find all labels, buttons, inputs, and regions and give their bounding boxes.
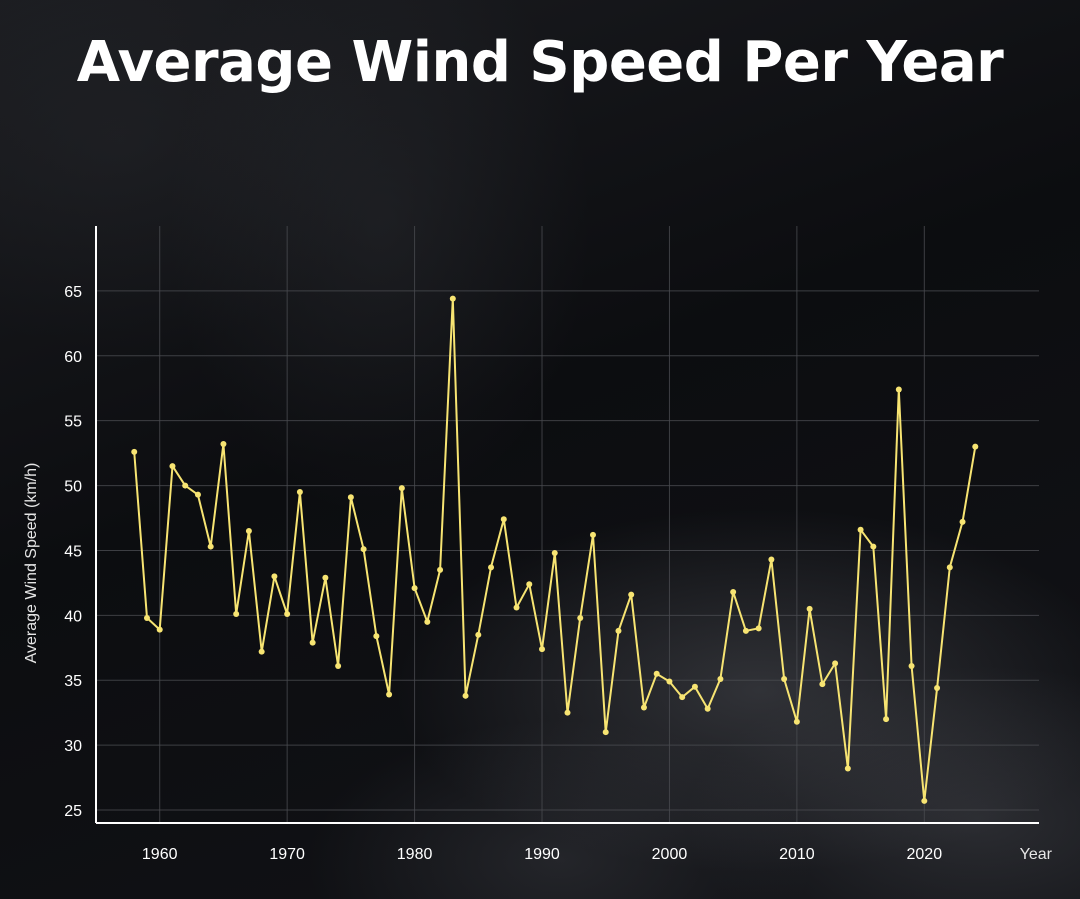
x-tick-label: 2020 [907,846,943,863]
data-point [679,694,686,701]
data-point [309,639,316,646]
data-point [742,627,749,634]
y-tick-label: 55 [64,414,82,431]
data-point [284,611,291,618]
y-tick-label: 45 [64,543,82,560]
data-point [258,648,265,655]
data-point [156,626,163,633]
data-point [832,660,839,667]
data-point [449,295,456,302]
data-point [551,550,558,557]
data-point [182,482,189,489]
data-point [398,485,405,492]
y-tick-label: 50 [64,479,82,496]
y-tick-labels: 25 30 35 40 45 50 55 60 65 [64,284,82,820]
data-point [360,546,367,553]
y-tick-label: 35 [64,673,82,690]
data-point [245,527,252,534]
y-tick-label: 60 [64,349,82,366]
y-axis-label: Average Wind Speed (km/h) [23,463,40,664]
data-point [921,797,928,804]
data-point [959,518,966,525]
data-point [411,585,418,592]
data-point [347,494,354,501]
data-point [653,670,660,677]
data-point [233,611,240,618]
data-point [424,618,431,625]
data-point [386,691,393,698]
data-point [322,574,329,581]
y-tick-label: 65 [64,284,82,301]
data-point [781,675,788,682]
data-point [143,614,150,621]
data-point [475,631,482,638]
data-point [296,489,303,496]
data-point [717,675,724,682]
data-point [602,729,609,736]
data-point [946,564,953,571]
data-point [513,604,520,611]
y-tick-label: 25 [64,803,82,820]
data-point [220,441,227,448]
series-line [133,297,977,802]
x-tick-label: 1990 [524,846,560,863]
data-point [207,543,214,550]
data-series [131,295,979,804]
y-tick-label: 30 [64,738,82,755]
data-point [972,443,979,450]
x-axis-label: Year [1020,846,1053,863]
data-point [755,625,762,632]
data-point [934,685,941,692]
data-point [691,683,698,690]
data-point [271,573,278,580]
data-point [194,491,201,498]
grid-lines [96,226,1039,823]
page-title: Average Wind Speed Per Year [76,30,1004,95]
data-point [768,556,775,563]
axes [95,226,1039,824]
x-tick-labels: 1960 1970 1980 1990 2000 2010 2020 [142,846,942,863]
x-tick-label: 1970 [269,846,305,863]
data-point [589,531,596,538]
data-point [500,516,507,523]
data-point [640,704,647,711]
data-point [335,662,342,669]
data-point [883,716,890,723]
data-point [844,765,851,772]
data-point [806,605,813,612]
data-point [526,581,533,588]
data-point [131,448,138,455]
data-point [373,633,380,640]
data-point [628,591,635,598]
data-point [908,662,915,669]
data-point [539,646,546,653]
data-point [488,564,495,571]
data-point [730,588,737,595]
data-point [857,526,864,533]
data-point [437,566,444,573]
data-point [704,705,711,712]
x-tick-label: 2000 [652,846,688,863]
x-tick-label: 1980 [397,846,433,863]
data-point [793,718,800,725]
data-point [819,681,826,688]
x-tick-label: 2010 [779,846,815,863]
data-point [564,709,571,716]
data-point [169,463,176,470]
data-point [895,386,902,393]
data-point [577,614,584,621]
data-point [666,678,673,685]
x-tick-label: 1960 [142,846,178,863]
data-point [462,692,469,699]
data-point [615,627,622,634]
data-point [870,543,877,550]
y-tick-label: 40 [64,608,82,625]
